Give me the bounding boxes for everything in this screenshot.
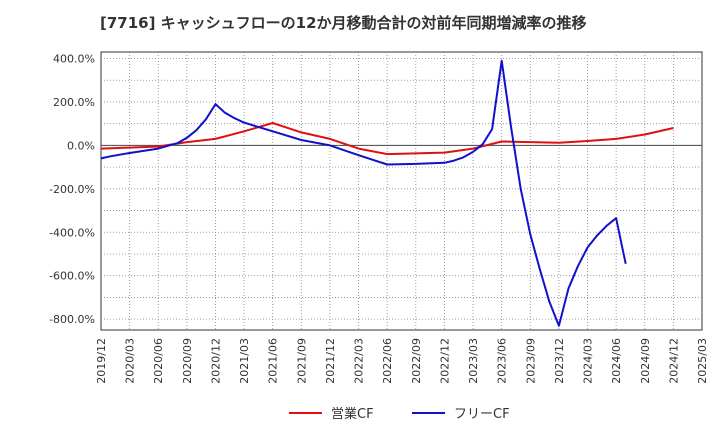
x-tick-label: 2021/06: [267, 338, 280, 384]
x-tick-label: 2020/12: [209, 338, 222, 384]
x-tick-label: 2023/09: [524, 338, 537, 384]
y-tick-label: 0.0%: [67, 139, 95, 152]
series-line-operating-cf: [100, 122, 674, 156]
x-tick-label: 2024/12: [667, 338, 680, 384]
x-tick-label: 2023/06: [496, 338, 509, 384]
series-line-free-cf: [100, 59, 627, 327]
x-tick-label: 2025/03: [696, 338, 709, 384]
x-tick-label: 2020/06: [152, 338, 165, 384]
x-tick-label: 2022/09: [410, 338, 423, 384]
plot-area: [100, 51, 703, 331]
x-tick-label: 2024/06: [610, 338, 623, 384]
legend-label: フリーCF: [454, 407, 510, 422]
x-tick-label: 2019/12: [95, 338, 108, 384]
x-tick-label: 2022/06: [381, 338, 394, 384]
y-tick-label: 400.0%: [53, 53, 95, 66]
x-tick-label: 2020/03: [124, 338, 137, 384]
x-tick-label: 2021/12: [324, 338, 337, 384]
y-tick-label: 200.0%: [53, 96, 95, 109]
y-tick-label: -400.0%: [49, 226, 95, 239]
x-tick-label: 2020/09: [181, 338, 194, 384]
x-tick-label: 2023/03: [467, 338, 480, 384]
y-tick-label: -800.0%: [49, 313, 95, 326]
x-tick-label: 2022/03: [353, 338, 366, 384]
x-tick-label: 2021/09: [295, 338, 308, 384]
x-tick-label: 2022/12: [438, 338, 451, 384]
x-tick-label: 2024/09: [639, 338, 652, 384]
x-tick-label: 2021/03: [238, 338, 251, 384]
y-tick-label: -600.0%: [49, 270, 95, 283]
x-tick-label: 2023/12: [553, 338, 566, 384]
x-tick-label: 2024/03: [582, 338, 595, 384]
y-tick-label: -200.0%: [49, 183, 95, 196]
chart-title: [7716] キャッシュフローの12か月移動合計の対前年同期増減率の推移: [100, 14, 587, 32]
legend-label: 営業CF: [331, 406, 374, 422]
